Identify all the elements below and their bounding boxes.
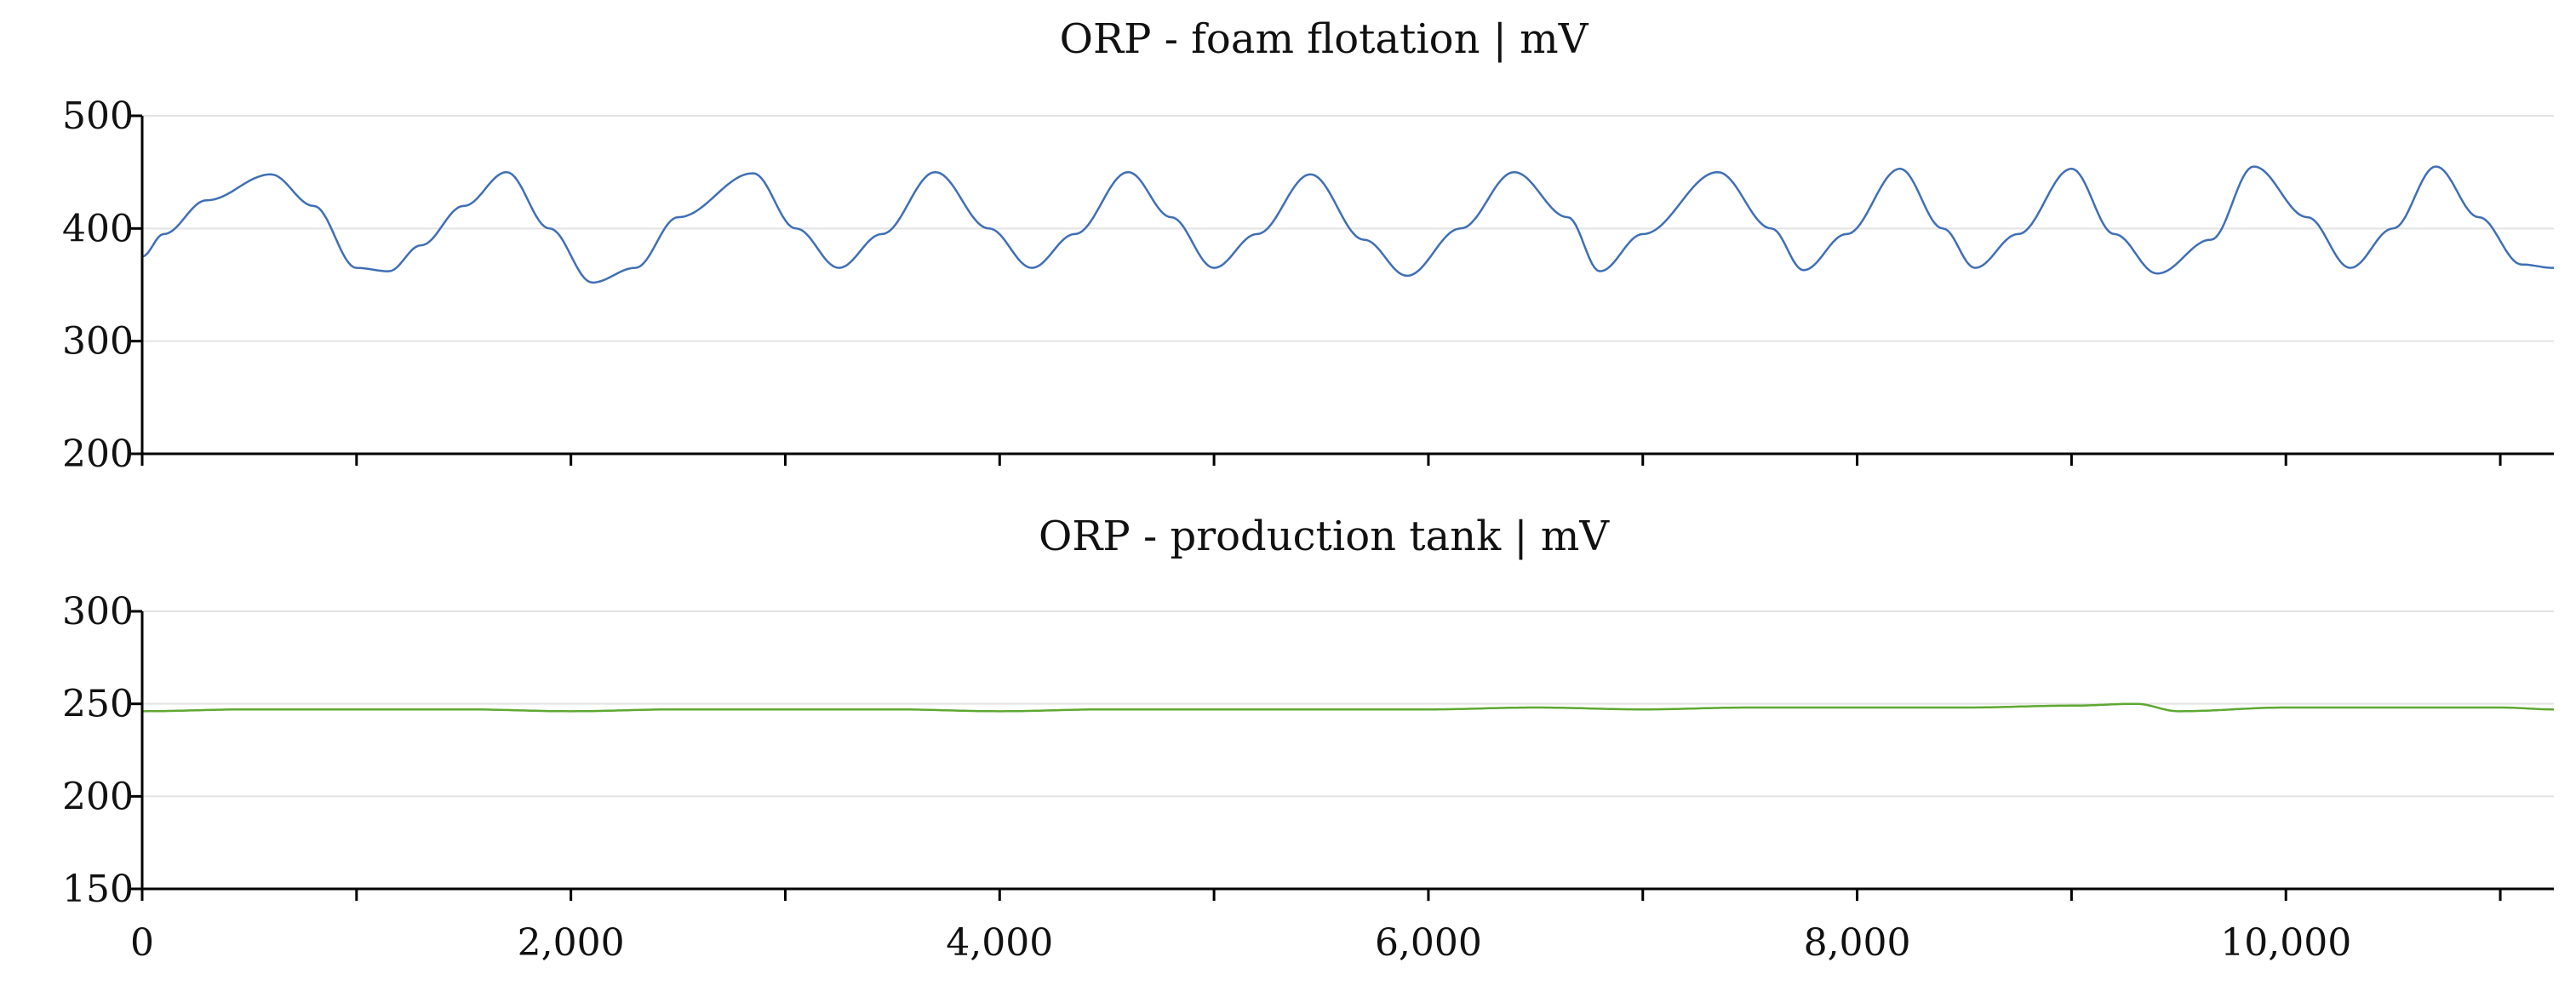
plot-area-tank	[142, 702, 2554, 889]
x-tick-label: 8,000	[1804, 921, 1911, 965]
y-tick-label: 250	[62, 683, 134, 726]
chart-title-foam: ORP - foam flotation | mV	[1060, 15, 1589, 63]
axes-foam: 200 300 400 500	[62, 95, 2554, 476]
chart-production-tank: ORP - production tank | mV 150 200 250 300 0…	[62, 513, 2554, 965]
y-tick-label: 200	[62, 433, 134, 476]
y-tick-label: 300	[62, 320, 134, 364]
y-tick-label: 500	[62, 95, 134, 138]
grid-lines-tank	[142, 610, 2554, 798]
chart-title-tank: ORP - production tank | mV	[1039, 513, 1610, 560]
x-tick-label: 6,000	[1375, 921, 1482, 965]
x-tick-label: 4,000	[946, 921, 1053, 965]
grid-lines-foam	[142, 115, 2554, 342]
series-foam-flotation	[141, 165, 2554, 454]
y-tick-label: 400	[62, 207, 134, 250]
series-envelope-line	[142, 702, 2554, 713]
x-tick-label: 2,000	[518, 921, 625, 965]
y-tick-label: 200	[62, 775, 134, 818]
x-tick-label: 10,000	[2220, 921, 2351, 965]
y-tick-label: 300	[62, 590, 134, 633]
series-production-tank	[142, 702, 2554, 889]
plot-area-foam	[141, 165, 2554, 454]
x-tick-label: 0	[130, 921, 154, 965]
y-tick-label: 150	[62, 868, 134, 911]
axes-tank: 150 200 250 300 0 2,000 4,000 6,000 8,000 10,000	[62, 590, 2554, 965]
chart-foam-flotation: ORP - foam flotation | mV 200 300 400 500	[62, 15, 2554, 476]
series-envelope-line	[141, 165, 2554, 284]
